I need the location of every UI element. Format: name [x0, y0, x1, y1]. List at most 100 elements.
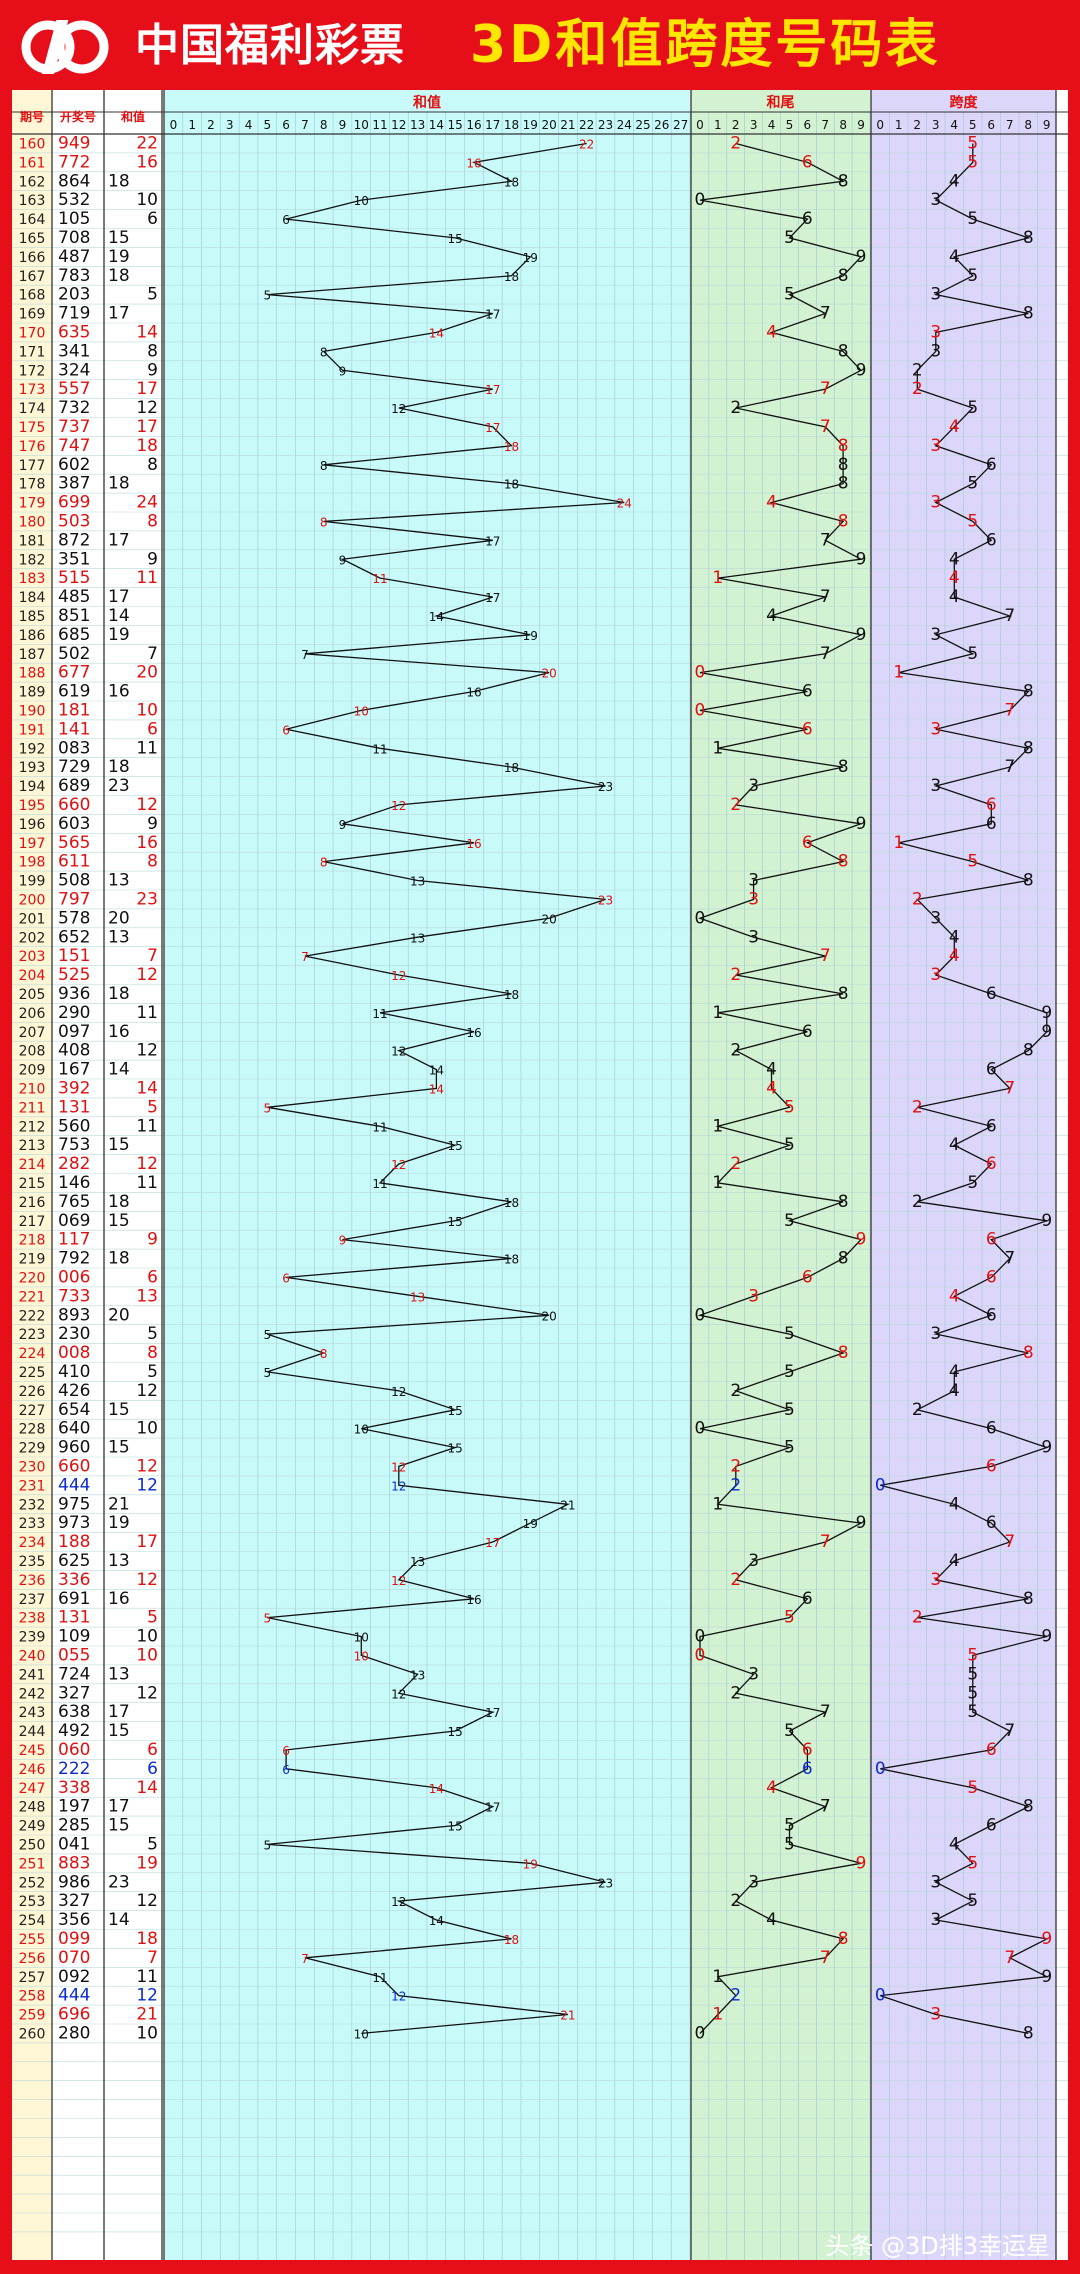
hezhi-point: 14	[429, 1914, 444, 1928]
period-label: 234	[19, 1535, 46, 1551]
sum-value: 23	[108, 1872, 130, 1892]
hezhi-point: 9	[339, 364, 347, 378]
period-label: 232	[19, 1497, 46, 1513]
kuadu-point: 4	[949, 587, 960, 607]
hezhi-point: 12	[391, 969, 406, 983]
kuadu-point: 6	[986, 1267, 997, 1287]
kuadu-point: 6	[986, 984, 997, 1004]
kuadu-point: 8	[1023, 1589, 1034, 1609]
draw-number: 660	[58, 1456, 90, 1476]
kuadu-point: 5	[967, 398, 978, 418]
kuadu-point: 2	[912, 1097, 923, 1117]
tick-hewei: 5	[786, 118, 794, 132]
hewei-point: 5	[784, 285, 795, 305]
hezhi-point: 21	[560, 2009, 575, 2023]
period-label: 204	[19, 968, 46, 984]
period-label: 255	[19, 1932, 46, 1948]
sum-value: 15	[108, 1721, 130, 1741]
draw-number: 883	[58, 1853, 90, 1873]
period-label: 214	[19, 1157, 46, 1173]
hewei-point: 4	[766, 1778, 777, 1798]
draw-number: 444	[58, 1986, 90, 2006]
tick-hezhi: 7	[301, 118, 309, 132]
hewei-point: 7	[820, 946, 831, 966]
hezhi-point: 12	[391, 1460, 406, 1474]
draw-number: 336	[58, 1570, 90, 1590]
draw-number: 167	[58, 1060, 90, 1080]
sum-value: 12	[136, 1891, 158, 1911]
hewei-point: 8	[838, 1192, 849, 1212]
sum-value: 10	[136, 2023, 158, 2043]
hezhi-point: 10	[354, 1423, 369, 1437]
kuadu-point: 4	[949, 1362, 960, 1382]
period-label: 248	[19, 1800, 46, 1816]
hewei-point: 0	[695, 700, 706, 720]
draw-number: 410	[58, 1362, 90, 1382]
hewei-point: 6	[802, 1022, 813, 1042]
period-label: 236	[19, 1573, 46, 1589]
kuadu-point: 3	[930, 908, 941, 928]
hewei-point: 2	[730, 1683, 741, 1703]
sum-value: 10	[136, 1419, 158, 1439]
hewei-point: 2	[730, 1891, 741, 1911]
hewei-point: 8	[838, 1249, 849, 1269]
sum-value: 17	[136, 1532, 158, 1552]
hezhi-point: 10	[354, 1631, 369, 1645]
period-label: 251	[19, 1856, 46, 1872]
sum-value: 10	[136, 700, 158, 720]
tick-hezhi: 4	[245, 118, 253, 132]
hezhi-point: 17	[485, 1706, 500, 1720]
period-label: 221	[19, 1289, 46, 1305]
hewei-point: 2	[730, 1381, 741, 1401]
period-label: 233	[19, 1516, 46, 1532]
kuadu-point: 2	[912, 379, 923, 399]
draw-number: 960	[58, 1438, 90, 1458]
hezhi-point: 15	[448, 1725, 463, 1739]
hezhi-point: 15	[448, 1139, 463, 1153]
tick-hewei: 6	[804, 118, 812, 132]
draw-number: 487	[58, 247, 90, 267]
draw-number: 635	[58, 322, 90, 342]
kuadu-point: 6	[986, 455, 997, 475]
sum-value: 5	[147, 1834, 158, 1854]
hezhi-point: 11	[372, 1971, 387, 1985]
sum-value: 6	[147, 209, 158, 229]
hewei-point: 3	[748, 1286, 759, 1306]
hewei-point: 5	[784, 1362, 795, 1382]
draw-number: 557	[58, 379, 90, 399]
hezhi-point: 24	[617, 497, 632, 511]
hezhi-point: 6	[282, 213, 290, 227]
grid-lines	[12, 112, 1068, 2260]
tick-hewei: 1	[714, 118, 722, 132]
sum-value: 11	[136, 738, 158, 758]
tick-kuadu: 9	[1043, 118, 1051, 132]
hezhi-point: 9	[339, 1234, 347, 1248]
draw-number: 578	[58, 908, 90, 928]
kuadu-point: 3	[930, 436, 941, 456]
hewei-point: 9	[856, 360, 867, 380]
draw-number: 203	[58, 285, 90, 305]
draw-number: 737	[58, 417, 90, 437]
hezhi-point: 12	[391, 1895, 406, 1909]
tick-hezhi: 22	[579, 118, 594, 132]
sum-value: 15	[108, 1816, 130, 1836]
hewei-point: 7	[820, 1532, 831, 1552]
kuadu-point: 8	[1023, 1041, 1034, 1061]
sum-value: 24	[136, 493, 158, 513]
sum-value: 18	[108, 171, 130, 191]
header-draw: 开奖号	[60, 109, 96, 124]
hezhi-point: 13	[410, 1290, 425, 1304]
kuadu-point: 6	[986, 1419, 997, 1439]
sum-value: 14	[108, 606, 130, 626]
hezhi-point: 7	[301, 1952, 309, 1966]
kuadu-point: 7	[1004, 1078, 1015, 1098]
period-label: 179	[19, 496, 46, 512]
sum-value: 14	[108, 1910, 130, 1930]
kuadu-point: 6	[986, 1230, 997, 1250]
section-title-hewei: 和尾	[767, 95, 795, 111]
tick-hezhi: 24	[617, 118, 632, 132]
sum-value: 6	[147, 719, 158, 739]
draw-number: 285	[58, 1816, 90, 1836]
kuadu-point: 3	[930, 719, 941, 739]
